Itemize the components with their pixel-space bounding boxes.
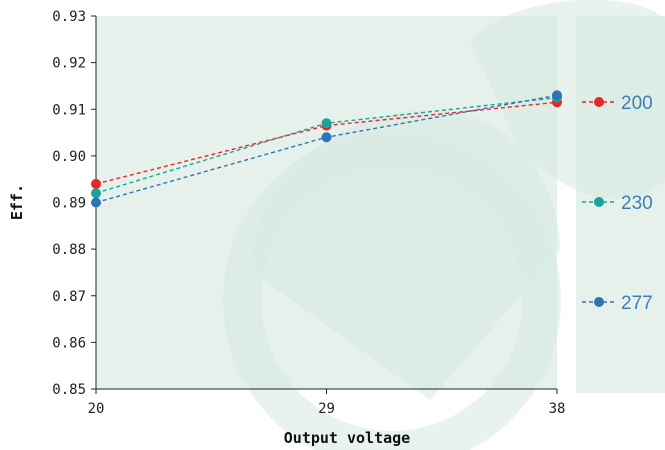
data-point xyxy=(321,132,332,143)
legend-item-230: 230 xyxy=(582,193,653,214)
legend-item-200: 200 xyxy=(582,93,653,114)
legend-marker xyxy=(594,97,604,107)
legend-label: 230 xyxy=(621,193,653,214)
data-point xyxy=(91,188,101,199)
y-tick-label: 0.91 xyxy=(52,102,86,118)
y-tick-label: 0.89 xyxy=(52,196,86,212)
series-230 xyxy=(91,92,562,199)
legend-item-277: 277 xyxy=(582,293,653,314)
x-tick-label: 20 xyxy=(88,401,105,417)
legend-label: 200 xyxy=(621,93,653,114)
watermark-corner xyxy=(470,0,665,199)
y-tick-label: 0.85 xyxy=(52,382,86,398)
series-277 xyxy=(91,90,562,208)
y-tick-label: 0.90 xyxy=(52,149,86,165)
x-tick-label: 38 xyxy=(549,401,566,417)
y-axis-title: Eff. xyxy=(8,184,26,220)
series-line xyxy=(95,101,558,185)
legend-marker xyxy=(594,197,604,207)
y-tick-label: 0.92 xyxy=(52,56,86,72)
data-point xyxy=(91,178,101,189)
legend-marker xyxy=(594,297,604,307)
y-tick-label: 0.87 xyxy=(52,289,86,305)
x-axis-title: Output voltage xyxy=(284,429,410,447)
data-point xyxy=(552,90,562,101)
watermark-ring xyxy=(223,131,561,450)
legend-label: 277 xyxy=(621,293,653,314)
watermark xyxy=(223,0,665,450)
y-tick-label: 0.88 xyxy=(52,242,86,258)
y-tick-label: 0.86 xyxy=(52,335,86,351)
data-point xyxy=(321,118,332,129)
legend: 200 230 277 xyxy=(582,93,653,314)
data-point xyxy=(91,197,101,208)
x-tick-label: 29 xyxy=(318,401,335,417)
y-tick-label: 0.93 xyxy=(52,9,86,25)
